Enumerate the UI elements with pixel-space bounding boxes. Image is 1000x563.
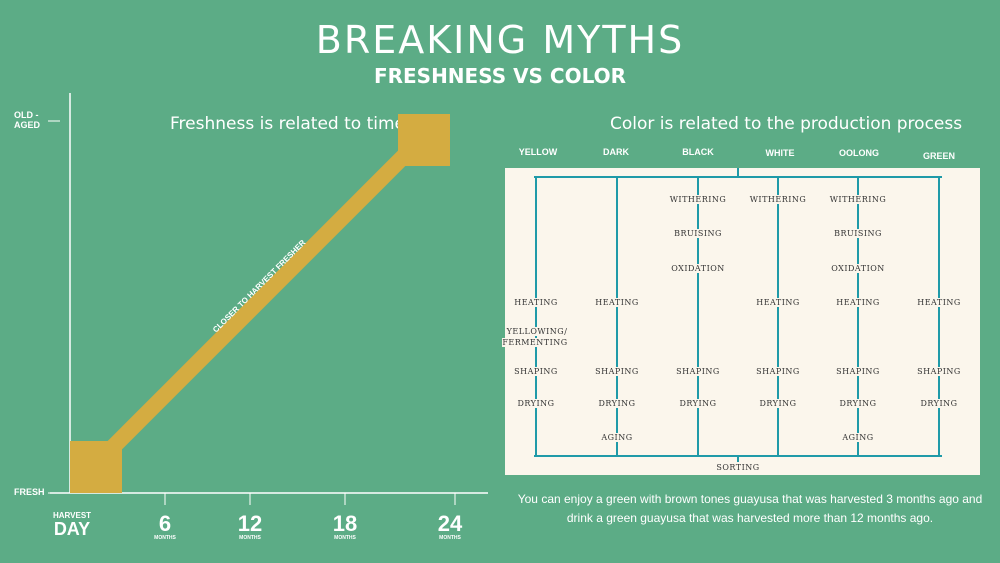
column-head-yellow: YELLOW bbox=[518, 147, 558, 157]
step-yellow-shaping: SHAPING bbox=[512, 367, 560, 376]
column-head-dark: DARK bbox=[603, 147, 629, 157]
step-oolong-shaping: SHAPING bbox=[834, 367, 882, 376]
tick-unit: MONTHS bbox=[239, 535, 261, 541]
step-yellow-drying: DRYING bbox=[515, 399, 557, 408]
step-black-drying: DRYING bbox=[677, 399, 719, 408]
step-green-heating: HEATING bbox=[915, 298, 963, 307]
footer-line-1: You can enjoy a green with brown tones g… bbox=[517, 492, 983, 506]
tick-unit: MONTHS bbox=[334, 535, 356, 541]
tick-number: 24 bbox=[437, 511, 463, 536]
process-flow-box bbox=[505, 168, 980, 475]
step-black-oxidation: OXIDATION bbox=[669, 264, 727, 273]
x-label-harvest-day: HARVEST DAY bbox=[44, 511, 100, 538]
step-oolong-heating: HEATING bbox=[834, 298, 882, 307]
column-head-white: WHITE bbox=[765, 148, 795, 158]
tick-unit: MONTHS bbox=[439, 535, 461, 541]
day-label: DAY bbox=[53, 519, 91, 539]
step-dark-aging: AGING bbox=[599, 433, 635, 442]
step-oolong-aging: AGING bbox=[840, 433, 876, 442]
step-dark-heating: HEATING bbox=[593, 298, 641, 307]
step-oolong-drying: DRYING bbox=[837, 399, 879, 408]
step-green-drying: DRYING bbox=[918, 399, 960, 408]
freshness-diagonal bbox=[94, 134, 426, 466]
column-head-green: GREEN bbox=[922, 151, 955, 161]
y-label-fresh: FRESH bbox=[14, 487, 45, 497]
main-title: BREAKING MYTHS bbox=[315, 18, 685, 62]
x-label-18-months: 18 MONTHS bbox=[325, 511, 365, 542]
x-label-12-months: 12 MONTHS bbox=[230, 511, 270, 542]
step-black-bruising: BRUISING bbox=[672, 229, 724, 238]
step-white-heating: HEATING bbox=[754, 298, 802, 307]
left-panel-title: Freshness is related to time bbox=[170, 114, 405, 134]
step-yellow-yellowing-fermenting: YELLOWING/ FERMENTING bbox=[502, 327, 570, 347]
right-panel-title: Color is related to the production proce… bbox=[610, 114, 963, 134]
step-yellow-heating: HEATING bbox=[512, 298, 560, 307]
aged-square bbox=[398, 114, 450, 166]
column-head-black: BLACK bbox=[682, 147, 714, 157]
x-label-6-months: 6 MONTHS bbox=[145, 511, 185, 542]
column-head-oolong: OOLONG bbox=[839, 148, 879, 158]
step-green-shaping: SHAPING bbox=[915, 367, 963, 376]
step-white-drying: DRYING bbox=[757, 399, 799, 408]
x-label-24-months: 24 MONTHS bbox=[430, 511, 470, 542]
step-oolong-oxidation: OXIDATION bbox=[829, 264, 887, 273]
tick-number: 6 bbox=[158, 511, 172, 536]
tick-number: 18 bbox=[332, 511, 358, 536]
step-oolong-bruising: BRUISING bbox=[832, 229, 884, 238]
footer-line-2: drink a green guayusa that was harvested… bbox=[566, 511, 934, 525]
step-black-withering: WITHERING bbox=[667, 195, 729, 204]
step-black-shaping: SHAPING bbox=[674, 367, 722, 376]
footer-note: You can enjoy a green with brown tones g… bbox=[500, 490, 1000, 528]
fresh-square bbox=[70, 441, 122, 493]
step-sorting: SORTING bbox=[714, 463, 762, 472]
tick-number: 12 bbox=[237, 511, 263, 536]
step-dark-shaping: SHAPING bbox=[593, 367, 641, 376]
step-dark-drying: DRYING bbox=[596, 399, 638, 408]
y-label-old-aged: OLD - AGED bbox=[14, 110, 41, 130]
harvest-label: HARVEST bbox=[52, 511, 92, 520]
step-white-withering: WITHERING bbox=[747, 195, 809, 204]
tick-unit: MONTHS bbox=[154, 535, 176, 541]
subtitle: FRESHNESS VS COLOR bbox=[373, 64, 627, 88]
step-white-shaping: SHAPING bbox=[754, 367, 802, 376]
step-oolong-withering: WITHERING bbox=[827, 195, 889, 204]
